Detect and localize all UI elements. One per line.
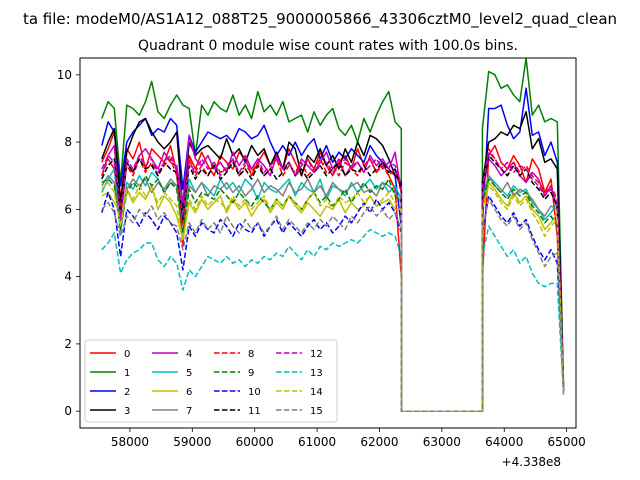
y-tick-label: 8 — [64, 135, 72, 149]
series-line-13 — [101, 225, 565, 412]
x-tick-label: 64000 — [485, 435, 523, 449]
x-offset-label: +4.338e8 — [502, 455, 561, 469]
x-tick-label: 62000 — [360, 435, 398, 449]
series-layer — [101, 58, 565, 412]
legend-box — [84, 339, 338, 423]
x-tick-label: 65000 — [548, 435, 586, 449]
legend-label-10: 10 — [248, 387, 261, 398]
y-tick-label: 10 — [57, 68, 72, 82]
legend-label-5: 5 — [186, 368, 192, 379]
x-tick-label: 61000 — [298, 435, 336, 449]
legend-label-2: 2 — [124, 387, 130, 398]
series-line-15 — [101, 198, 565, 412]
legend-label-6: 6 — [186, 387, 192, 398]
y-tick-label: 6 — [64, 202, 72, 216]
y-tick-label: 4 — [64, 270, 72, 284]
y-tick-label: 2 — [64, 337, 72, 351]
legend-label-12: 12 — [310, 349, 323, 360]
x-tick-label: 60000 — [236, 435, 274, 449]
x-tick-label: 63000 — [423, 435, 461, 449]
series-line-14 — [101, 181, 565, 412]
series-line-6 — [101, 181, 565, 412]
series-line-11 — [101, 154, 565, 412]
plot-frame — [79, 57, 577, 429]
legend-label-1: 1 — [124, 368, 130, 379]
legend-label-15: 15 — [310, 406, 323, 417]
legend-label-8: 8 — [248, 349, 254, 360]
y-axis: 0 2 4 6 8 10 — [57, 68, 80, 418]
series-line-4 — [101, 134, 565, 412]
series-line-3 — [101, 111, 565, 412]
legend-label-7: 7 — [186, 406, 192, 417]
legend-label-13: 13 — [310, 368, 323, 379]
series-line-1 — [101, 58, 565, 412]
legend-label-0: 0 — [124, 349, 130, 360]
series-line-9 — [101, 174, 565, 412]
series-line-12 — [101, 151, 565, 412]
legend-label-9: 9 — [248, 368, 254, 379]
series-line-2 — [101, 87, 565, 412]
figure-suptitle: ta file: modeM0/AS1A12_088T25_9000005866… — [23, 10, 617, 29]
legend-label-11: 11 — [248, 406, 261, 417]
chart-title: Quadrant 0 module wise count rates with … — [138, 38, 518, 54]
x-tick-label: 58000 — [111, 435, 149, 449]
legend-label-4: 4 — [186, 349, 192, 360]
y-tick-label: 0 — [64, 404, 72, 418]
series-line-7 — [101, 174, 565, 412]
legend-label-14: 14 — [310, 387, 323, 398]
x-axis: 58000 59000 60000 61000 62000 63000 64000 65000 — [111, 428, 586, 449]
legend-label-3: 3 — [124, 406, 130, 417]
x-tick-label: 59000 — [173, 435, 211, 449]
